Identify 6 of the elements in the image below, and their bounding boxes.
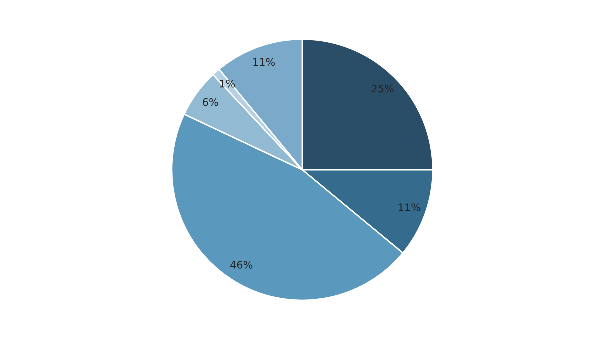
data-label: 1%: [220, 80, 236, 88]
data-label: 6%: [203, 98, 218, 106]
data-label: 25%: [372, 84, 394, 93]
data-label: 11%: [398, 204, 420, 212]
data-label: 46%: [230, 261, 253, 269]
data-label: 11%: [254, 58, 276, 66]
